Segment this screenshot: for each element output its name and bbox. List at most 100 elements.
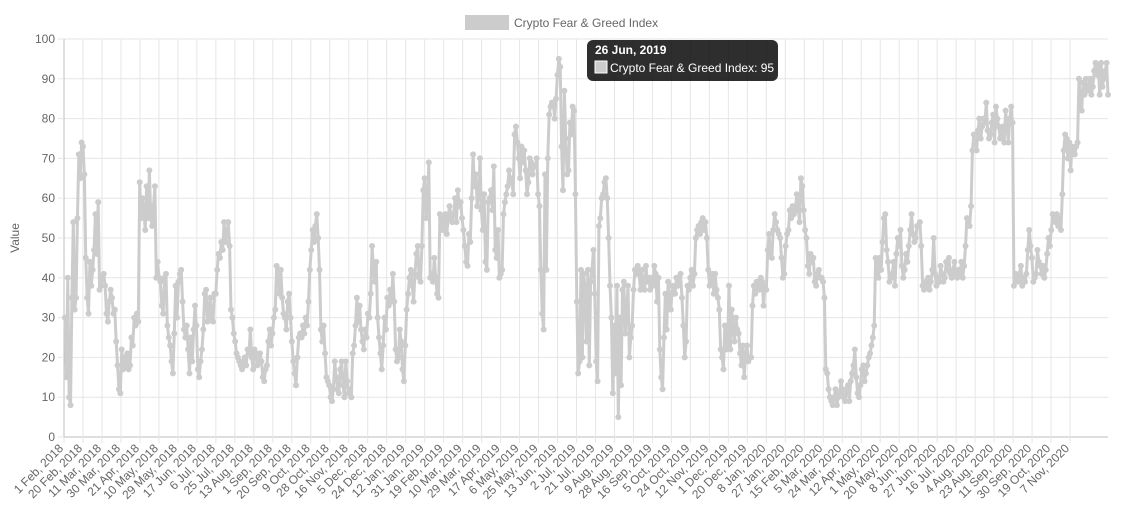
data-point[interactable] xyxy=(555,55,562,62)
data-point[interactable] xyxy=(281,314,288,321)
data-point[interactable] xyxy=(183,322,190,329)
data-point[interactable] xyxy=(712,270,719,277)
data-point[interactable] xyxy=(128,334,135,341)
data-point[interactable] xyxy=(771,211,778,218)
data-point[interactable] xyxy=(554,71,561,78)
data-point[interactable] xyxy=(655,274,662,281)
data-point[interactable] xyxy=(229,314,236,321)
data-point[interactable] xyxy=(659,386,666,393)
data-point[interactable] xyxy=(138,215,145,222)
data-point[interactable] xyxy=(665,278,672,285)
data-point[interactable] xyxy=(1005,139,1012,146)
data-point[interactable] xyxy=(602,175,609,182)
data-point[interactable] xyxy=(446,203,453,210)
data-point[interactable] xyxy=(961,262,968,269)
data-point[interactable] xyxy=(113,338,120,345)
data-point[interactable] xyxy=(452,195,459,202)
data-point[interactable] xyxy=(1045,235,1052,241)
data-point[interactable] xyxy=(142,227,149,234)
data-point[interactable] xyxy=(320,322,327,329)
data-point[interactable] xyxy=(478,207,485,214)
data-point[interactable] xyxy=(333,374,340,381)
data-point[interactable] xyxy=(371,278,378,285)
data-point[interactable] xyxy=(683,338,690,345)
data-point[interactable] xyxy=(604,195,611,202)
data-point[interactable] xyxy=(511,131,518,138)
data-point[interactable] xyxy=(356,302,363,309)
data-point[interactable] xyxy=(331,358,338,365)
data-point[interactable] xyxy=(654,298,661,305)
data-point[interactable] xyxy=(310,238,317,245)
data-point[interactable] xyxy=(287,314,294,321)
data-point[interactable] xyxy=(999,123,1006,130)
data-point[interactable] xyxy=(799,183,806,190)
data-point[interactable] xyxy=(901,266,908,273)
data-point[interactable] xyxy=(861,378,868,385)
data-point[interactable] xyxy=(557,63,564,70)
data-point[interactable] xyxy=(594,378,601,385)
data-point[interactable] xyxy=(118,346,125,353)
data-point[interactable] xyxy=(1001,139,1008,146)
data-point[interactable] xyxy=(582,286,589,293)
data-point[interactable] xyxy=(927,278,934,285)
data-point[interactable] xyxy=(503,191,510,198)
data-point[interactable] xyxy=(728,306,735,313)
data-point[interactable] xyxy=(894,235,901,241)
data-point[interactable] xyxy=(204,318,211,325)
data-point[interactable] xyxy=(66,394,73,401)
data-point[interactable] xyxy=(690,282,697,289)
data-point[interactable] xyxy=(611,322,618,329)
data-point[interactable] xyxy=(847,378,854,385)
data-point[interactable] xyxy=(1064,155,1071,162)
data-point[interactable] xyxy=(612,370,619,377)
data-point[interactable] xyxy=(169,370,176,377)
data-point[interactable] xyxy=(1041,274,1048,281)
data-point[interactable] xyxy=(241,354,248,361)
data-point[interactable] xyxy=(342,358,349,365)
data-point[interactable] xyxy=(230,330,237,337)
data-point[interactable] xyxy=(537,266,544,273)
data-point[interactable] xyxy=(328,398,335,405)
data-point[interactable] xyxy=(351,342,358,349)
data-point[interactable] xyxy=(81,171,88,178)
data-point[interactable] xyxy=(406,274,413,281)
data-point[interactable] xyxy=(666,298,673,305)
data-point[interactable] xyxy=(1004,123,1011,130)
data-point[interactable] xyxy=(501,199,508,206)
data-point[interactable] xyxy=(720,366,727,373)
data-point[interactable] xyxy=(629,322,636,329)
data-point[interactable] xyxy=(164,322,171,329)
data-point[interactable] xyxy=(387,286,394,293)
data-point[interactable] xyxy=(824,370,831,377)
data-point[interactable] xyxy=(248,354,255,361)
data-point[interactable] xyxy=(363,334,370,341)
data-point[interactable] xyxy=(207,294,214,301)
data-point[interactable] xyxy=(449,219,456,226)
data-point[interactable] xyxy=(705,266,712,273)
data-point[interactable] xyxy=(471,183,478,190)
data-point[interactable] xyxy=(785,227,792,234)
data-point[interactable] xyxy=(559,187,566,194)
data-point[interactable] xyxy=(360,346,367,353)
data-point[interactable] xyxy=(529,171,536,178)
data-point[interactable] xyxy=(243,362,250,369)
data-point[interactable] xyxy=(283,326,290,333)
data-point[interactable] xyxy=(140,207,147,214)
data-point[interactable] xyxy=(129,342,136,349)
data-point[interactable] xyxy=(717,346,724,353)
data-point[interactable] xyxy=(656,346,663,353)
data-point[interactable] xyxy=(1023,270,1030,277)
data-point[interactable] xyxy=(74,215,81,222)
data-point[interactable] xyxy=(467,238,474,245)
data-point[interactable] xyxy=(959,274,966,281)
data-point[interactable] xyxy=(82,254,89,261)
data-point[interactable] xyxy=(512,123,519,130)
data-point[interactable] xyxy=(359,338,366,345)
data-point[interactable] xyxy=(821,294,828,301)
data-point[interactable] xyxy=(174,314,181,321)
data-point[interactable] xyxy=(1016,270,1023,277)
data-point[interactable] xyxy=(402,342,409,349)
data-point[interactable] xyxy=(781,270,788,277)
data-point[interactable] xyxy=(114,362,121,369)
data-point[interactable] xyxy=(284,298,291,305)
